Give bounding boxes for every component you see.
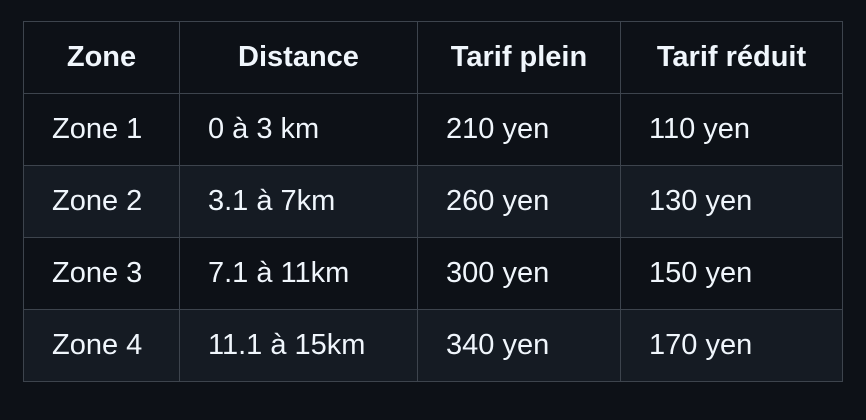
cell-distance: 3.1 à 7km: [179, 165, 418, 238]
cell-zone: Zone 3: [23, 237, 180, 310]
header-reduced-fare: Tarif réduit: [620, 21, 843, 94]
cell-zone: Zone 4: [23, 309, 180, 382]
cell-full-fare: 340 yen: [417, 309, 621, 382]
table-header-row: Zone Distance Tarif plein Tarif réduit: [23, 21, 843, 94]
cell-distance: 0 à 3 km: [179, 93, 418, 166]
cell-distance: 7.1 à 11km: [179, 237, 418, 310]
cell-full-fare: 210 yen: [417, 93, 621, 166]
cell-reduced-fare: 130 yen: [620, 165, 843, 238]
cell-zone: Zone 1: [23, 93, 180, 166]
table-row: Zone 3 7.1 à 11km 300 yen 150 yen: [23, 237, 843, 310]
cell-zone: Zone 2: [23, 165, 180, 238]
header-zone: Zone: [23, 21, 180, 94]
table-row: Zone 2 3.1 à 7km 260 yen 130 yen: [23, 165, 843, 238]
cell-full-fare: 260 yen: [417, 165, 621, 238]
cell-full-fare: 300 yen: [417, 237, 621, 310]
cell-reduced-fare: 150 yen: [620, 237, 843, 310]
header-full-fare: Tarif plein: [417, 21, 621, 94]
table-row: Zone 4 11.1 à 15km 340 yen 170 yen: [23, 309, 843, 382]
fare-table: Zone Distance Tarif plein Tarif réduit Z…: [23, 21, 843, 382]
header-distance: Distance: [179, 21, 418, 94]
cell-reduced-fare: 110 yen: [620, 93, 843, 166]
cell-reduced-fare: 170 yen: [620, 309, 843, 382]
cell-distance: 11.1 à 15km: [179, 309, 418, 382]
table-row: Zone 1 0 à 3 km 210 yen 110 yen: [23, 93, 843, 166]
